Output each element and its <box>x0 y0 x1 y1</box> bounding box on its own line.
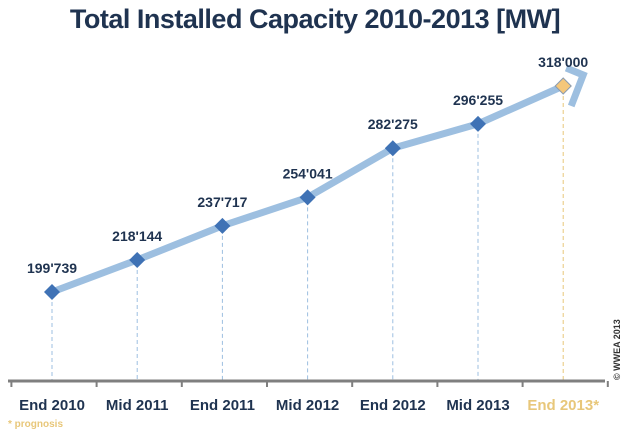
x-tick-label: End 2013* <box>527 397 599 414</box>
data-label: 296'255 <box>453 92 503 108</box>
x-tick-label: End 2011 <box>190 397 255 414</box>
data-label: 199'739 <box>27 260 77 276</box>
data-point-marker <box>129 251 146 268</box>
data-point-marker <box>384 140 401 157</box>
x-tick-label: End 2012 <box>360 397 426 414</box>
chart-title: Total Installed Capacity 2010-2013 [MW] <box>69 4 561 34</box>
data-label: 237'717 <box>197 194 247 210</box>
data-point-marker <box>470 115 486 132</box>
series-line <box>50 82 565 296</box>
data-label: 282'275 <box>368 116 418 132</box>
data-point-marker <box>299 189 316 206</box>
footnote: * prognosis <box>8 419 64 430</box>
data-point-marker <box>554 77 572 95</box>
data-point-marker <box>44 284 60 300</box>
x-tick-label: Mid 2011 <box>106 397 169 414</box>
data-label: 318'000 <box>538 54 588 70</box>
data-label: 254'041 <box>283 165 333 181</box>
x-tick-label: Mid 2013 <box>446 397 509 414</box>
data-label: 218'144 <box>112 228 162 244</box>
arrow-head <box>564 64 588 108</box>
data-point-marker <box>214 217 231 234</box>
data-labels: 199'739 218'144 237'717 254'041 282'275 296'2… <box>27 54 588 276</box>
copyright-credit: © WWEA 2013 <box>612 319 622 380</box>
x-tick-label: End 2010 <box>19 397 85 414</box>
x-tick-label: Mid 2012 <box>276 397 339 414</box>
